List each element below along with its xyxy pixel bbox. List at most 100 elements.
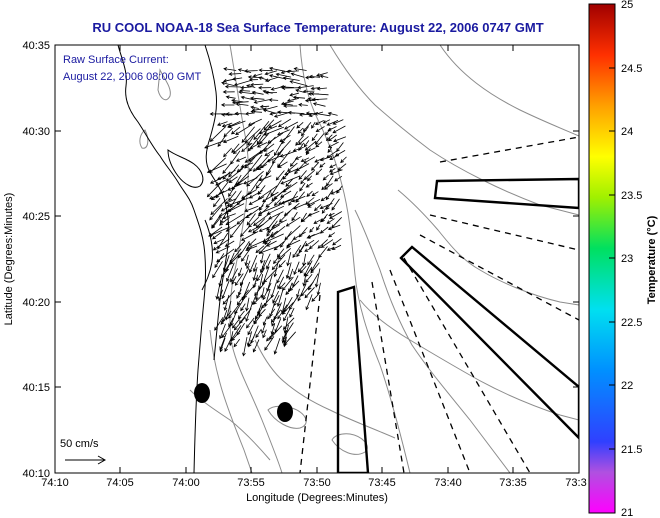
current-vector: [233, 316, 246, 331]
colorbar-tick-label: 23.5: [621, 190, 642, 202]
current-vector: [285, 216, 301, 227]
current-vector: [261, 323, 266, 334]
dashed-range-lines: [299, 136, 579, 473]
current-vector: [215, 246, 230, 254]
current-vector: [276, 288, 284, 308]
current-vector: [246, 213, 256, 226]
current-vector: [286, 252, 292, 267]
current-vector: [329, 211, 343, 219]
current-vector: [307, 202, 315, 208]
current-vector: [311, 294, 319, 302]
current-vector: [211, 217, 221, 229]
current-vector: [245, 245, 258, 252]
current-vector: [314, 120, 324, 125]
current-vector: [293, 261, 300, 276]
current-vector: [209, 190, 228, 200]
current-vector: [258, 85, 272, 90]
current-vector: [332, 119, 344, 125]
current-vector: [250, 105, 259, 110]
current-vector: [305, 111, 316, 116]
current-vector: [253, 212, 271, 227]
current-vector: [288, 268, 294, 281]
current-vector: [311, 191, 319, 197]
current-vector: [300, 281, 314, 297]
current-vector: [328, 168, 336, 173]
current-vector: [246, 331, 253, 347]
current-vector: [281, 86, 301, 90]
current-vector: [246, 239, 266, 250]
current-vector: [319, 74, 329, 79]
current-vector: [248, 255, 258, 274]
current-vector: [310, 91, 329, 96]
current-vector: [320, 239, 334, 248]
current-vector: [252, 73, 263, 78]
current-vector: [297, 127, 304, 134]
current-vector: [240, 231, 259, 241]
current-vector: [294, 156, 302, 160]
current-vector: [266, 240, 277, 247]
current-vector: [307, 210, 320, 217]
current-vector: [319, 162, 326, 168]
x-tick-label: 74:10: [41, 477, 69, 489]
current-vector: [262, 108, 277, 114]
axis-ticks: [54, 44, 580, 474]
current-vector: [290, 72, 305, 78]
y-tick-label: 40:10: [22, 468, 50, 480]
current-vector: [253, 315, 261, 325]
current-vector: [255, 170, 272, 189]
current-vector: [228, 190, 237, 202]
colorbar-tick-label: 24.5: [621, 63, 642, 75]
current-vector: [277, 118, 292, 128]
current-vector: [263, 126, 285, 136]
current-vector: [230, 126, 241, 135]
current-vector: [284, 168, 298, 176]
current-vector: [293, 67, 307, 71]
current-vector: [305, 197, 315, 205]
current-vector: [279, 150, 297, 158]
current-vector: [299, 182, 306, 192]
current-vector: [263, 267, 278, 283]
current-vector: [319, 155, 334, 162]
current-vector: [256, 268, 265, 282]
current-vector: [333, 136, 347, 143]
current-vector: [273, 140, 284, 157]
current-vector: [235, 122, 256, 136]
current-vector: [248, 196, 265, 205]
current-vector: [282, 317, 295, 330]
current-vector: [224, 84, 242, 89]
current-vector: [289, 80, 308, 87]
x-tick-label: 74:00: [172, 477, 200, 489]
current-vector: [327, 141, 339, 148]
current-vector: [226, 262, 235, 282]
current-vector: [298, 102, 308, 107]
current-vector: [219, 323, 226, 340]
current-vector: [268, 98, 279, 102]
current-vector: [208, 226, 231, 237]
current-vector: [256, 142, 268, 148]
current-vector: [283, 104, 298, 108]
map-title: RU COOL NOAA-18 Sea Surface Temperature:…: [92, 20, 544, 35]
current-vector: [213, 238, 224, 245]
current-vector: [334, 175, 343, 182]
current-vector: [271, 254, 286, 271]
current-vector: [214, 316, 224, 331]
current-vector: [221, 81, 235, 86]
current-vector: [298, 112, 312, 117]
current-vector: [311, 121, 316, 129]
current-vector: [321, 183, 328, 191]
current-vector: [264, 70, 278, 76]
current-vector: [281, 302, 294, 315]
current-vector: [306, 190, 313, 197]
current-vector: [230, 268, 239, 283]
surface-current-vectors: [204, 66, 347, 357]
current-vector: [286, 97, 299, 103]
current-vector: [310, 86, 320, 91]
current-vector: [254, 287, 259, 301]
colorbar-ticks: [609, 67, 615, 450]
current-vector: [222, 213, 236, 220]
current-vector: [271, 219, 287, 228]
current-vector: [327, 111, 338, 116]
current-vector: [306, 232, 321, 239]
current-vector: [252, 262, 257, 273]
current-vector: [314, 133, 325, 145]
